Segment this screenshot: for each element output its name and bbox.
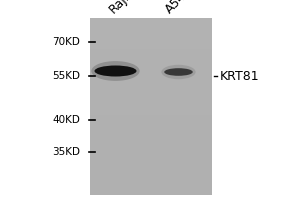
Bar <box>90 146 212 151</box>
Bar <box>90 53 212 58</box>
Text: A549: A549 <box>163 0 195 16</box>
Bar <box>90 18 212 22</box>
Bar <box>90 84 212 89</box>
Text: Raji: Raji <box>106 0 132 16</box>
Bar <box>90 49 212 53</box>
Bar <box>90 102 212 106</box>
Bar <box>90 40 212 45</box>
Bar <box>90 191 212 195</box>
Bar <box>90 120 212 124</box>
Bar <box>90 164 212 168</box>
Text: KRT81: KRT81 <box>220 70 260 82</box>
Bar <box>90 160 212 164</box>
Bar <box>90 36 212 40</box>
Bar <box>90 182 212 186</box>
Bar <box>90 80 212 84</box>
Bar <box>90 62 212 67</box>
Bar <box>90 155 212 160</box>
Bar <box>90 137 212 142</box>
Bar <box>90 31 212 36</box>
Text: 70KD: 70KD <box>52 37 80 47</box>
Bar <box>90 106 212 111</box>
Bar <box>90 27 212 31</box>
Bar <box>90 67 212 71</box>
Bar <box>90 168 212 173</box>
Bar <box>90 124 212 129</box>
Bar <box>90 76 212 80</box>
Bar <box>90 177 212 182</box>
Bar <box>90 129 212 133</box>
Ellipse shape <box>161 65 196 79</box>
Ellipse shape <box>164 68 193 76</box>
Bar <box>90 142 212 146</box>
Bar <box>90 18 212 195</box>
Bar <box>90 58 212 62</box>
Bar <box>90 186 212 191</box>
Text: 55KD: 55KD <box>52 71 80 81</box>
Bar <box>90 89 212 93</box>
Bar <box>90 133 212 137</box>
Bar <box>90 111 212 115</box>
Ellipse shape <box>91 61 140 81</box>
Text: 40KD: 40KD <box>52 115 80 125</box>
Bar <box>90 115 212 120</box>
Bar <box>90 22 212 27</box>
Text: 35KD: 35KD <box>52 147 80 157</box>
Bar <box>90 45 212 49</box>
Bar <box>90 93 212 98</box>
Bar <box>90 71 212 76</box>
Ellipse shape <box>94 66 136 76</box>
Bar <box>90 173 212 177</box>
Bar <box>90 151 212 155</box>
Bar <box>90 98 212 102</box>
